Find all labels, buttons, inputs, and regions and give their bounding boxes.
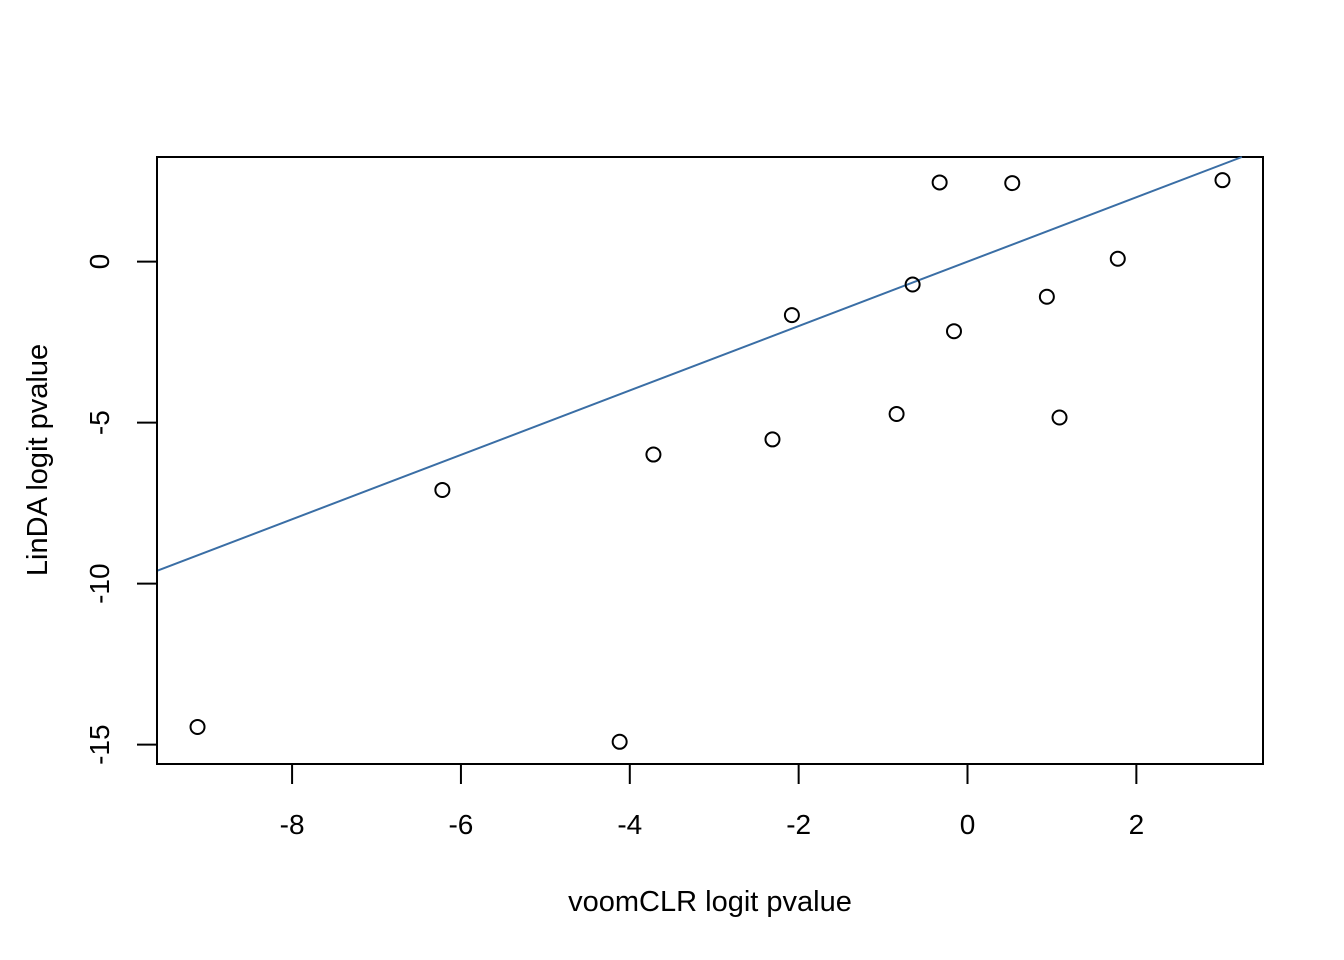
data-point bbox=[1051, 409, 1068, 426]
data-point bbox=[904, 276, 921, 293]
data-point bbox=[888, 405, 905, 422]
x-tick-label: 2 bbox=[1129, 809, 1145, 840]
data-point bbox=[434, 481, 451, 498]
data-point bbox=[764, 431, 781, 448]
x-tick-label: -6 bbox=[448, 809, 473, 840]
x-tick-label: -8 bbox=[280, 809, 305, 840]
y-axis: -15 -10 -5 0 bbox=[84, 254, 158, 765]
data-point bbox=[189, 718, 206, 735]
y-tick-label: -10 bbox=[84, 563, 115, 603]
data-point bbox=[945, 323, 962, 340]
x-axis: -8 -6 -4 -2 0 2 bbox=[280, 763, 1145, 840]
data-point bbox=[931, 174, 948, 191]
data-point bbox=[1214, 172, 1231, 189]
data-point bbox=[611, 733, 628, 750]
data-point bbox=[1038, 288, 1055, 305]
reference-line bbox=[156, 156, 1243, 572]
data-point bbox=[1109, 250, 1126, 267]
points-layer bbox=[189, 172, 1231, 750]
reference-line-layer bbox=[156, 156, 1243, 572]
x-axis-title: voomCLR logit pvalue bbox=[568, 886, 852, 918]
plot-frame bbox=[156, 156, 1264, 765]
data-point bbox=[783, 307, 800, 324]
y-tick-label: -15 bbox=[84, 724, 115, 764]
y-axis-title: LinDA logit pvalue bbox=[22, 344, 54, 576]
x-tick-label: 0 bbox=[960, 809, 976, 840]
y-tick-label: 0 bbox=[84, 254, 115, 270]
data-point bbox=[1004, 175, 1021, 192]
y-tick-label: -5 bbox=[84, 410, 115, 435]
data-point bbox=[645, 446, 662, 463]
x-tick-label: -2 bbox=[786, 809, 811, 840]
x-tick-label: -4 bbox=[617, 809, 642, 840]
